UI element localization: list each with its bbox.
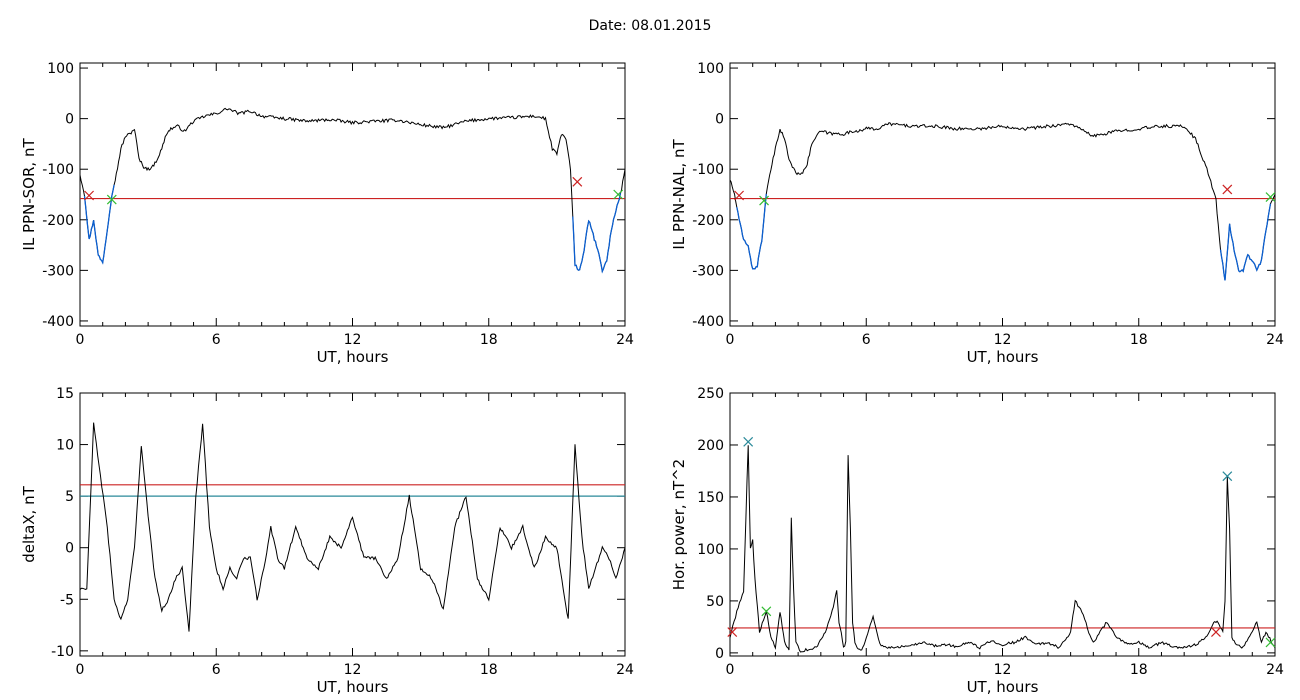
y-tick-label: -100: [692, 162, 724, 178]
x-tick-label: 0: [76, 332, 85, 348]
highlight-segment: [83, 184, 115, 265]
y-tick-label: 50: [706, 594, 724, 610]
y-tick-label: 15: [56, 386, 74, 402]
x-tick-label: 24: [1266, 332, 1284, 348]
event-marker: [734, 190, 745, 201]
y-tick-label: 100: [697, 61, 724, 77]
chart-panel-il-sor: 0 6 12 18 24 100 0 -100 -200 -300 -400 UT, hours IL …: [20, 61, 634, 366]
x-tick-label: 24: [1266, 662, 1284, 678]
x-tick-label: 18: [480, 662, 498, 678]
y-tick-label: -300: [42, 263, 74, 279]
highlight-segment: [736, 193, 767, 270]
series-line: [80, 422, 625, 632]
x-tick-label: 6: [862, 662, 871, 678]
y-tick-label: 100: [47, 61, 74, 77]
x-axis-label: UT, hours: [317, 678, 389, 696]
y-tick-label: 250: [697, 386, 724, 402]
x-tick-label: 6: [212, 332, 221, 348]
x-tick-label: 0: [726, 662, 735, 678]
x-tick-label: 18: [1130, 332, 1148, 348]
x-tick-label: 24: [616, 332, 634, 348]
x-tick-label: 6: [862, 332, 871, 348]
date-title: Date: 08.01.2015: [588, 18, 712, 34]
plot-area: [80, 422, 625, 632]
event-marker: [1211, 627, 1221, 638]
y-axis-label: deltaX, nT: [20, 485, 38, 562]
x-tick-label: 12: [344, 332, 362, 348]
plot-area: [80, 107, 625, 274]
y-tick-label: 0: [715, 112, 724, 128]
y-axis-label: Hor. power, nT^2: [670, 459, 688, 590]
plot-area: [730, 445, 1275, 653]
x-tick-label: 12: [994, 662, 1012, 678]
x-axis-label: UT, hours: [967, 678, 1039, 696]
series-line: [730, 445, 1275, 653]
event-marker: [1222, 184, 1233, 195]
y-axis-label: IL PPN-NAL, nT: [670, 139, 688, 250]
series-line: [730, 122, 1275, 281]
y-tick-label: -200: [692, 213, 724, 229]
y-tick-label: -400: [42, 314, 74, 330]
y-tick-label: -300: [692, 263, 724, 279]
plot-frame: [729, 62, 1276, 327]
event-marker: [727, 627, 738, 638]
event-marker: [1222, 471, 1233, 482]
plot-area: [730, 122, 1275, 281]
event-marker: [572, 176, 583, 187]
plot-frame: [79, 392, 626, 657]
plot-frame: [729, 392, 1276, 657]
y-tick-label: 150: [697, 490, 724, 506]
plot-frame: [79, 62, 626, 327]
y-tick-label: 200: [697, 438, 724, 454]
x-axis-label: UT, hours: [967, 348, 1039, 366]
y-tick-label: 0: [65, 112, 74, 128]
event-marker: [106, 194, 117, 205]
y-tick-label: -10: [51, 644, 74, 660]
x-tick-label: 18: [480, 332, 498, 348]
x-tick-label: 12: [994, 332, 1012, 348]
event-marker: [743, 436, 754, 447]
y-tick-label: -5: [60, 592, 74, 608]
y-tick-label: 10: [56, 438, 74, 454]
x-tick-label: 0: [76, 662, 85, 678]
event-marker: [759, 195, 769, 206]
chart-panel-deltax: 0 6 12 18 24 15 10 5 0 -5 -10 UT, hours deltaX, nT: [20, 386, 634, 696]
chart-panel-il-nal: 0 6 12 18 24 100 0 -100 -200 -300 -400 UT, hours IL …: [670, 61, 1284, 366]
x-tick-label: 18: [1130, 662, 1148, 678]
event-marker: [84, 190, 95, 201]
x-tick-label: 24: [616, 662, 634, 678]
y-tick-label: 0: [715, 646, 724, 662]
y-tick-label: 0: [65, 541, 74, 557]
highlight-segment: [572, 193, 622, 274]
y-tick-label: -400: [692, 314, 724, 330]
y-tick-label: 5: [65, 489, 74, 505]
y-axis-label: IL PPN-SOR, nT: [20, 138, 38, 251]
y-tick-label: -200: [42, 213, 74, 229]
event-marker: [1265, 637, 1276, 648]
series-line: [80, 107, 625, 274]
x-axis-label: UT, hours: [317, 348, 389, 366]
highlight-segment: [1219, 203, 1272, 281]
x-tick-label: 0: [726, 332, 735, 348]
event-marker: [1265, 192, 1276, 202]
y-tick-label: -100: [42, 162, 74, 178]
event-marker: [761, 606, 772, 617]
x-tick-label: 12: [344, 662, 362, 678]
chart-panel-hor-power: 0 6 12 18 24 250 200 150 100 50 0 UT, hours Hor. pow…: [670, 386, 1284, 696]
event-marker: [613, 189, 624, 200]
y-tick-label: 100: [697, 542, 724, 558]
x-tick-label: 6: [212, 662, 221, 678]
